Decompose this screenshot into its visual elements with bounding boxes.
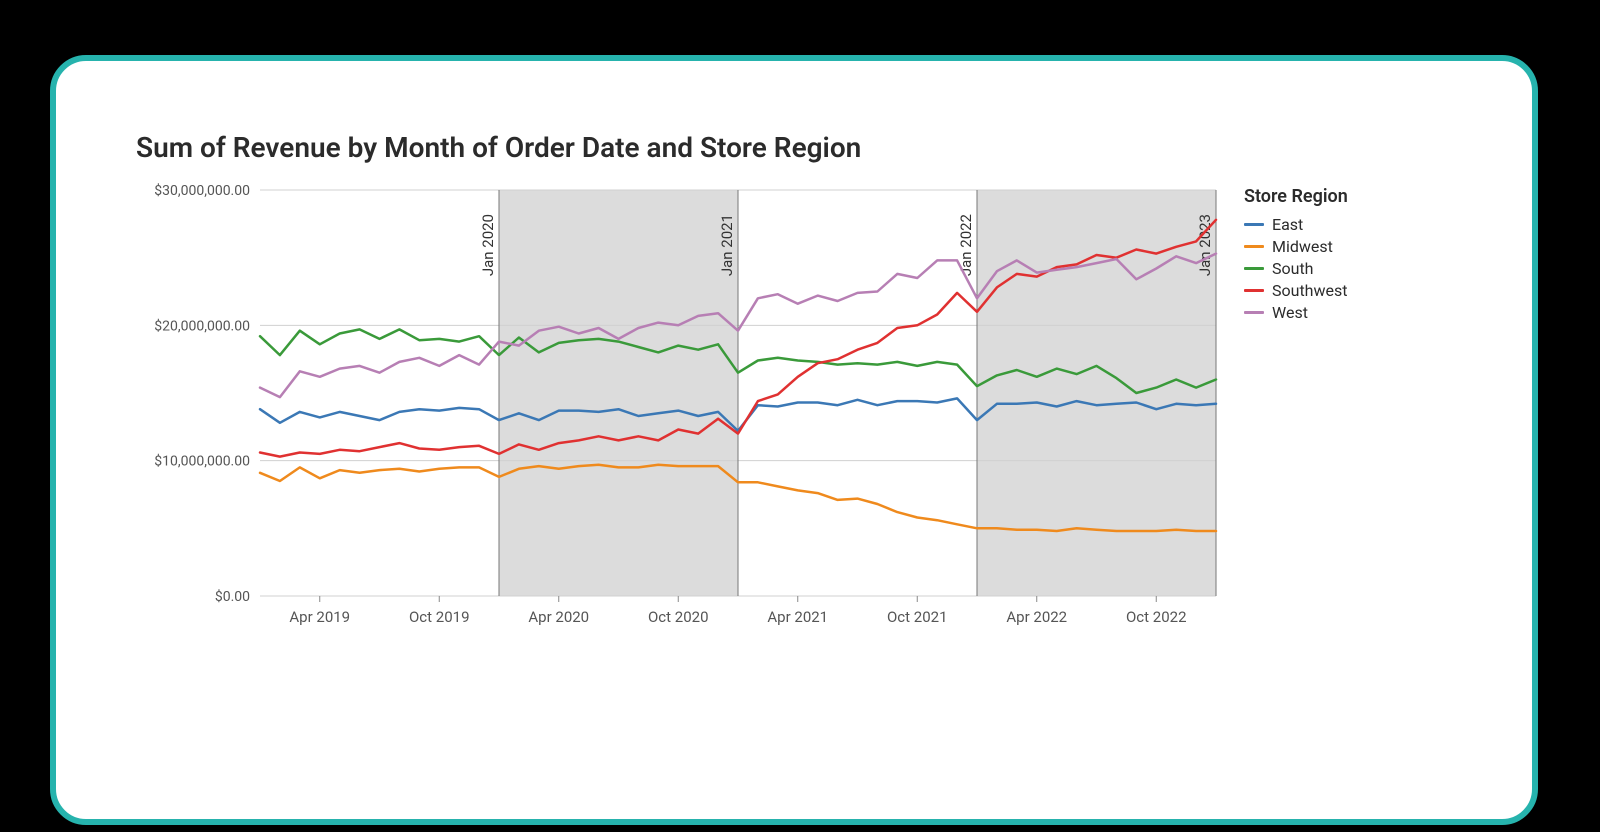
year-band bbox=[977, 190, 1216, 596]
year-divider-label: Jan 2021 bbox=[718, 214, 736, 276]
legend-swatch bbox=[1244, 245, 1264, 248]
chart-card: Sum of Revenue by Month of Order Date an… bbox=[50, 55, 1538, 825]
x-axis-tick-label: Apr 2019 bbox=[289, 608, 350, 626]
x-axis-tick-label: Apr 2021 bbox=[767, 608, 828, 626]
legend-label: East bbox=[1272, 215, 1303, 234]
legend-label: Midwest bbox=[1272, 237, 1333, 256]
legend: Store Region East Midwest South Southwest We… bbox=[1244, 186, 1348, 323]
year-band bbox=[499, 190, 738, 596]
x-axis-tick-label: Apr 2022 bbox=[1006, 608, 1067, 626]
x-axis-tick-label: Oct 2022 bbox=[1126, 608, 1187, 626]
legend-item[interactable]: South bbox=[1244, 257, 1348, 279]
chart-title: Sum of Revenue by Month of Order Date an… bbox=[136, 131, 1502, 164]
legend-item[interactable]: Southwest bbox=[1244, 279, 1348, 301]
legend-swatch bbox=[1244, 267, 1264, 270]
line-chart: $0.00 $10,000,000.00 $20,000,000.00 $30,000… bbox=[136, 182, 1226, 642]
legend-swatch bbox=[1244, 223, 1264, 226]
legend-swatch bbox=[1244, 311, 1264, 314]
x-axis-tick-label: Oct 2021 bbox=[887, 608, 948, 626]
legend-label: South bbox=[1272, 259, 1314, 278]
y-axis-tick-label: $0.00 bbox=[215, 588, 250, 605]
year-divider-label: Jan 2020 bbox=[479, 214, 497, 276]
x-axis-tick-label: Oct 2019 bbox=[409, 608, 470, 626]
chart-area: $0.00 $10,000,000.00 $20,000,000.00 $30,000… bbox=[136, 182, 1436, 662]
legend-label: West bbox=[1272, 303, 1308, 322]
y-axis-tick-label: $20,000,000.00 bbox=[154, 317, 250, 334]
legend-item[interactable]: Midwest bbox=[1244, 235, 1348, 257]
legend-item[interactable]: East bbox=[1244, 213, 1348, 235]
y-axis-tick-label: $10,000,000.00 bbox=[154, 453, 250, 470]
legend-item[interactable]: West bbox=[1244, 301, 1348, 323]
legend-title: Store Region bbox=[1244, 186, 1348, 207]
legend-label: Southwest bbox=[1272, 281, 1348, 300]
x-axis-tick-label: Oct 2020 bbox=[648, 608, 709, 626]
y-axis-tick-label: $30,000,000.00 bbox=[154, 182, 250, 199]
x-axis-tick-label: Apr 2020 bbox=[528, 608, 589, 626]
legend-swatch bbox=[1244, 289, 1264, 292]
